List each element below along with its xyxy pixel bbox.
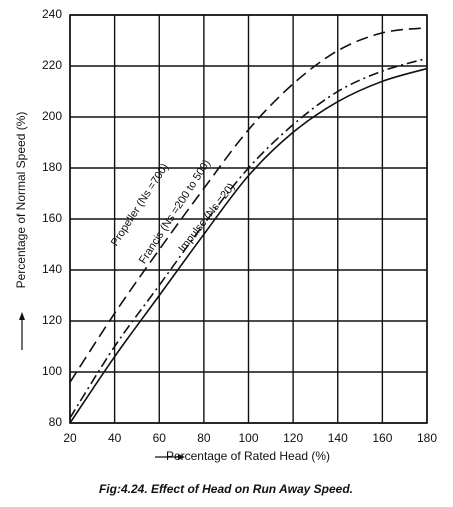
x-tick-label: 180 <box>417 431 437 445</box>
y-tick-label: 140 <box>42 262 62 276</box>
curve-label: Francis (Ns =200 to 500) <box>137 158 213 266</box>
series-line <box>69 57 428 419</box>
x-tick-label: 40 <box>108 431 122 445</box>
x-tick-label: 160 <box>372 431 392 445</box>
x-tick-label: 120 <box>283 431 303 445</box>
y-tick-label: 200 <box>42 109 62 123</box>
x-arrow-head <box>178 454 185 460</box>
y-tick-label: 180 <box>42 160 62 174</box>
y-tick-label: 80 <box>49 415 63 429</box>
series-line <box>69 26 428 383</box>
y-tick-label: 100 <box>42 364 62 378</box>
y-tick-label: 240 <box>42 7 62 21</box>
x-tick-label: 20 <box>63 431 77 445</box>
x-tick-label: 60 <box>153 431 167 445</box>
y-axis-label: Percentage of Normal Speed (%) <box>14 112 28 289</box>
x-tick-label: 80 <box>197 431 211 445</box>
x-tick-label: 140 <box>328 431 348 445</box>
y-tick-label: 220 <box>42 58 62 72</box>
y-arrow-head <box>19 312 25 320</box>
series-line <box>69 67 428 424</box>
y-tick-label: 120 <box>42 313 62 327</box>
y-tick-label: 160 <box>42 211 62 225</box>
x-axis-label: Percentage of Rated Head (%) <box>166 449 330 463</box>
x-tick-label: 100 <box>238 431 258 445</box>
chart-title: Fig:4.24. Effect of Head on Run Away Spe… <box>99 482 353 496</box>
